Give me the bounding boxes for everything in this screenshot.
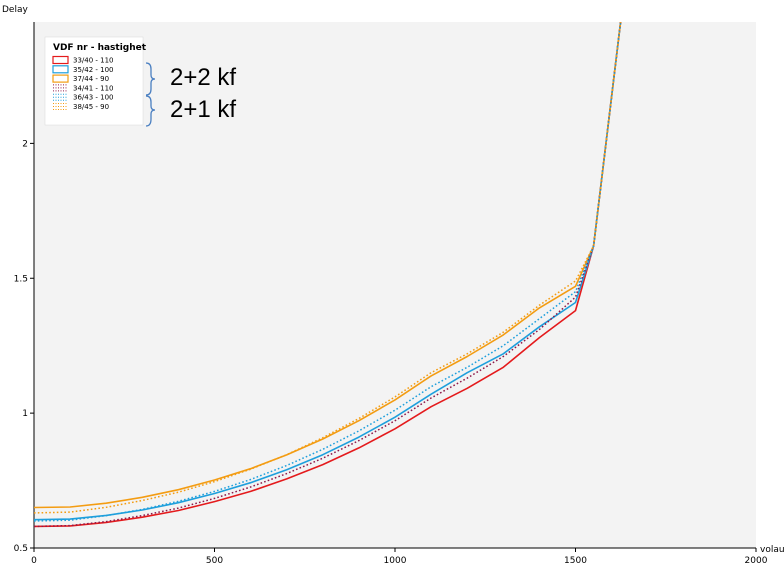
annotation-2plus2-kf: 2+2 kf [170,64,236,91]
annotation-group-1: 2+2 kf [145,62,236,96]
annotation-2plus1-kf: 2+1 kf [170,96,236,123]
series-lines [34,22,622,528]
x-axis-label: volau [760,545,784,555]
y-tick-label: 2 [22,139,28,149]
legend-swatch [52,74,69,83]
series-line-4 [34,22,622,528]
series-line-6 [34,22,622,514]
y-axis-label: Delay [2,5,28,15]
legend-box [44,36,144,126]
x-ticks: 0 500 1000 1500 2000 [31,548,768,566]
legend-title: VDF nr - hastighet [53,43,147,53]
legend-label: 34/41 - 110 [73,84,114,92]
legend-swatch [52,55,69,65]
legend-label: 36/43 - 100 [73,94,114,102]
y-tick-label: 1 [22,409,28,419]
brace-icon [145,62,156,96]
series-line-3 [34,22,622,509]
y-tick-label: 1.5 [14,274,28,284]
y-tick-label: 0.5 [14,544,28,554]
series-line-5 [34,22,622,522]
legend-label: 35/42 - 100 [73,66,114,74]
x-tick-label: 2000 [745,556,768,566]
x-tick-label: 1500 [564,556,587,566]
x-tick-label: 500 [206,556,223,566]
x-tick-label: 0 [31,556,37,566]
legend-label: 33/40 - 110 [73,57,114,65]
x-tick-label: 1000 [384,556,407,566]
y-ticks: 0.5 1 1.5 2 [14,139,34,554]
annotation-group-2: 2+1 kf [145,95,236,127]
legend-label: 37/44 - 90 [73,75,109,83]
series-line-1 [34,22,622,528]
legend-swatch [52,65,69,74]
brace-icon [145,95,156,127]
legend-label: 38/45 - 90 [73,103,109,111]
